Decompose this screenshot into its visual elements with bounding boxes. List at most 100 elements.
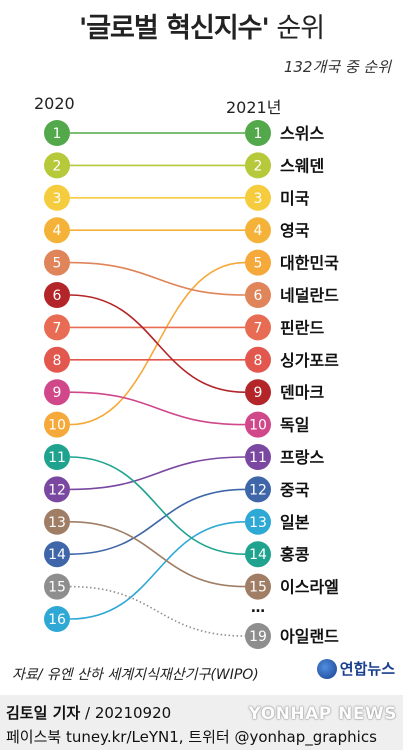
rank-label-2021-9: 9 <box>254 385 263 401</box>
rank-label-2021-3: 3 <box>254 191 263 207</box>
series-line-12 <box>69 488 246 555</box>
rank-label-2021-15: 15 <box>249 580 267 596</box>
rank-marker-2021-1 <box>245 120 271 146</box>
country-label-4: 영국 <box>280 221 310 240</box>
rank-marker-2021-14 <box>245 541 271 568</box>
series-line-6 <box>69 261 246 296</box>
rank-label-2020-9: 6 <box>53 288 62 304</box>
chart-subtitle: 132개국 중 순위 <box>283 58 391 76</box>
rank-marker-2020-2 <box>44 152 70 179</box>
rank-marker-2021-5 <box>245 249 271 276</box>
social-links: 페이스북 tuney.kr/LeYN1, 트위터 @yonhap_graphic… <box>6 728 377 746</box>
country-label-13: 일본 <box>280 513 310 532</box>
rank-label-2021-4: 4 <box>254 223 263 239</box>
yonhap-watermark: YONHAP NEWS <box>248 704 397 724</box>
title-suffix: 순위 <box>268 13 325 44</box>
series-line-9 <box>69 294 246 393</box>
rank-marker-2021-3 <box>245 184 271 211</box>
rank-marker-2020-1 <box>44 120 70 146</box>
rank-marker-2021-12 <box>245 476 271 503</box>
rank-marker-2021-13 <box>245 508 271 535</box>
rank-marker-2021-10 <box>245 411 271 438</box>
rank-label-2020-13: 16 <box>48 612 66 628</box>
country-label-12: 중국 <box>280 480 310 499</box>
page-title: '글로벌 혁신지수' 순위 <box>0 6 403 45</box>
series-line-16 <box>69 585 246 637</box>
rank-marker-2020-11 <box>44 476 70 503</box>
rank-label-2020-4: 4 <box>53 223 62 239</box>
rank-label-2021-1: 1 <box>254 126 263 142</box>
rank-label-2020-2: 2 <box>53 158 62 174</box>
country-label-6: 네덜란드 <box>280 286 339 305</box>
rank-marker-2020-6 <box>44 249 70 276</box>
series-line-14 <box>69 456 246 555</box>
series-line-11 <box>69 456 246 491</box>
rank-label-2021-6: 6 <box>254 288 263 304</box>
rank-marker-2020-12 <box>44 541 70 568</box>
rank-ellipsis: … <box>251 600 265 616</box>
connector-lines <box>69 132 246 637</box>
rank-label-2021-8: 8 <box>254 353 263 369</box>
rank-marker-2020-5 <box>44 411 70 438</box>
title-main: '글로벌 혁신지수' <box>78 13 270 44</box>
country-label-8: 싱가포르 <box>280 351 339 370</box>
column-header-2021: 2021년 <box>226 98 282 117</box>
rank-label-2020-16: 15 <box>48 580 66 596</box>
brand-name: 연합뉴스 <box>339 660 395 678</box>
rank-label-2020-15: 13 <box>48 515 66 531</box>
rank-label-2021-5: 5 <box>254 256 263 272</box>
rank-marker-2020-15 <box>44 508 70 535</box>
country-label-16: 아일랜드 <box>280 627 339 646</box>
rank-label-2020-14: 11 <box>48 450 66 466</box>
rank-marker-2020-7 <box>44 314 70 341</box>
series-line-10 <box>69 391 246 426</box>
column-header-2020: 2020 <box>34 94 75 113</box>
rank-label-2020-7: 7 <box>53 320 62 336</box>
credit-line: 김토일 기자 / 20210920 <box>6 702 171 723</box>
country-label-7: 핀란드 <box>280 318 324 337</box>
country-label-2: 스웨덴 <box>280 156 324 175</box>
rank-label-2020-5: 10 <box>48 418 66 434</box>
credit-date: / 20210920 <box>80 704 172 722</box>
series-line-15 <box>69 521 246 588</box>
rank-marker-2021-15 <box>245 573 271 600</box>
rank-marker-2020-10 <box>44 379 70 406</box>
rank-marker-2021-7 <box>245 314 271 341</box>
rank-marker-2021-11 <box>245 444 271 470</box>
rank-label-2021-16: 19 <box>249 629 267 645</box>
footer-bar <box>0 695 403 750</box>
rank-marker-2021-6 <box>245 282 271 308</box>
rank-marker-2021-16 <box>245 623 271 649</box>
rank-label-2021-12: 12 <box>249 482 267 498</box>
rank-label-2021-11: 11 <box>249 450 267 466</box>
country-label-1: 스위스 <box>280 124 324 143</box>
rank-marker-2020-16 <box>44 573 70 600</box>
yonhap-logo: 연합뉴스 <box>316 658 395 679</box>
rank-label-2021-14: 14 <box>249 547 267 563</box>
rank-label-2020-12: 14 <box>48 547 66 563</box>
rank-marker-2020-3 <box>44 184 70 211</box>
country-label-3: 미국 <box>280 189 310 208</box>
rank-label-2020-1: 1 <box>53 126 62 142</box>
rank-label-2020-10: 9 <box>53 385 62 401</box>
rank-label-2021-7: 7 <box>254 320 263 336</box>
rank-marker-2020-8 <box>44 346 70 373</box>
country-label-10: 독일 <box>280 416 309 435</box>
rank-marker-2021-8 <box>245 346 271 373</box>
rank-label-2020-3: 3 <box>53 191 62 207</box>
rank-label-2021-2: 2 <box>254 158 263 174</box>
country-label-14: 홍콩 <box>280 545 310 564</box>
rank-marker-2021-2 <box>245 152 271 179</box>
country-label-15: 이스라엘 <box>280 578 339 597</box>
series-line-13 <box>69 521 246 620</box>
rank-label-2021-13: 13 <box>249 515 267 531</box>
globe-icon <box>316 658 337 679</box>
country-label-9: 덴마크 <box>280 383 324 402</box>
rank-marker-2020-4 <box>44 217 70 244</box>
rank-marker-2020-9 <box>44 282 70 308</box>
country-label-11: 프랑스 <box>280 448 324 467</box>
source-note: 자료/ 유엔 산하 세계지식재산기구(WIPO) <box>12 667 259 683</box>
rank-label-2020-6: 5 <box>53 256 62 272</box>
